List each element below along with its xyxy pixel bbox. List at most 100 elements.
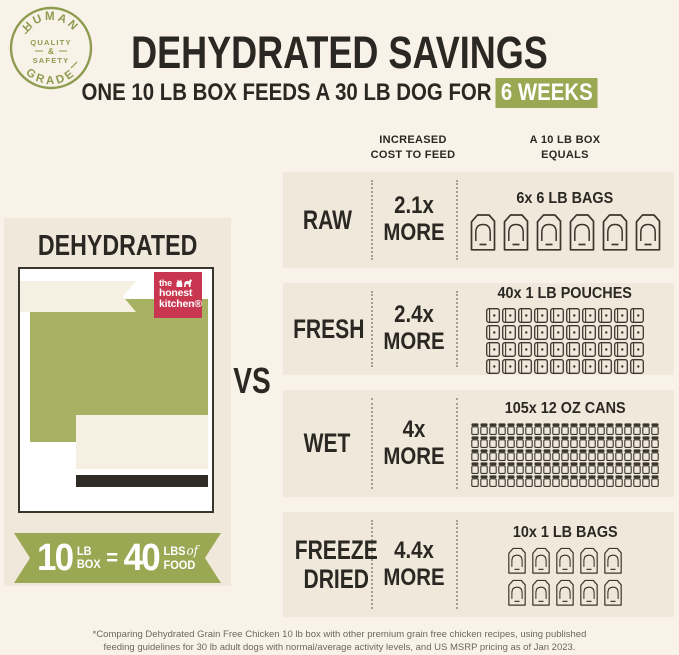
pouch-icon	[550, 359, 564, 374]
pouch-icon	[550, 325, 564, 340]
can-icon	[588, 462, 596, 474]
bag-icon	[507, 547, 527, 574]
pouch-icon	[630, 325, 644, 340]
can-icon	[507, 449, 515, 461]
bag-icon	[603, 579, 623, 606]
can-icon	[498, 462, 506, 474]
dotted-divider	[371, 398, 373, 489]
can-icon	[561, 475, 569, 487]
pouch-icon	[518, 342, 532, 357]
header: DEHYDRATED SAVINGS ONE 10 LB BOX FEEDS A…	[0, 27, 679, 108]
logo-word-kitchen: kitchen®	[159, 297, 202, 310]
pouch-icon	[582, 359, 596, 374]
bag-icon	[469, 213, 497, 251]
pouch-icon	[582, 342, 596, 357]
can-icon	[570, 449, 578, 461]
box-art-green-column	[30, 415, 80, 442]
pouch-icon	[614, 359, 628, 374]
can-icon	[606, 423, 614, 435]
row-equals: 6x 6 LB BAGS	[456, 190, 674, 251]
bag-icon	[531, 579, 551, 606]
can-icon	[489, 436, 497, 448]
bag-icon	[603, 547, 623, 574]
bag-icon	[601, 213, 629, 251]
pouch-icon	[486, 342, 500, 357]
can-icon	[480, 436, 488, 448]
vs-label: VS	[233, 360, 271, 401]
can-icon	[498, 436, 506, 448]
can-icon	[471, 475, 479, 487]
can-icon	[588, 423, 596, 435]
pouch-icon	[502, 342, 516, 357]
cat-dog-icon	[176, 279, 192, 287]
bag-icon	[568, 213, 596, 251]
can-icon	[624, 475, 632, 487]
ribbon-unit-lb: LB	[76, 544, 92, 559]
pouch-icon	[534, 359, 548, 374]
box-art-cream-panel	[76, 415, 208, 469]
equals-caption: 40x 1 LB POUCHES	[497, 284, 633, 302]
pouch-icon	[534, 325, 548, 340]
can-icon	[561, 436, 569, 448]
honest-kitchen-logo: the honest kitchen®	[154, 272, 202, 318]
can-icon	[579, 475, 587, 487]
pouch-icon	[598, 359, 612, 374]
human-grade-badge: HUMAN GRADE QUALITY & SAFETY	[9, 6, 93, 90]
can-icon	[471, 423, 479, 435]
row-cost: 2.1x MORE	[382, 192, 445, 246]
pouch-icon	[486, 359, 500, 374]
can-icon	[606, 449, 614, 461]
page-title: DEHYDRATED SAVINGS	[131, 27, 548, 78]
can-icon	[651, 462, 659, 474]
can-icon	[516, 475, 524, 487]
can-icon	[543, 462, 551, 474]
can-icon	[615, 423, 623, 435]
can-icon	[633, 462, 641, 474]
can-icon	[525, 449, 533, 461]
pouch-icon	[518, 325, 532, 340]
row-cost: 4x MORE	[382, 415, 445, 470]
can-icon	[633, 475, 641, 487]
footnote: *Comparing Dehydrated Grain Free Chicken…	[92, 629, 587, 654]
can-icon	[507, 423, 515, 435]
can-icon	[651, 436, 659, 448]
can-icon	[480, 462, 488, 474]
can-icon	[579, 462, 587, 474]
dotted-divider	[456, 398, 458, 489]
table-row-raw: RAW 2.1x MORE 6x 6 LB BAGS	[283, 172, 674, 268]
bag-icon	[502, 213, 530, 251]
pouch-icon	[502, 308, 516, 323]
logo-word-the: the	[159, 278, 172, 289]
can-icon	[624, 436, 632, 448]
can-icon	[579, 436, 587, 448]
pouch-icon	[598, 325, 612, 340]
row-label: FREEZE DRIED	[294, 535, 378, 594]
column-header-equals: A 10 LB BOX EQUALS	[529, 134, 601, 161]
ribbon-qty-10: 10	[36, 536, 73, 579]
pouch-icon	[598, 342, 612, 357]
can-icon	[534, 462, 542, 474]
can-icon	[534, 449, 542, 461]
badge-circle	[9, 6, 93, 90]
pouch-icon	[502, 325, 516, 340]
column-header-cost: INCREASED COST TO FEED	[370, 134, 456, 161]
can-icon	[552, 475, 560, 487]
pouch-icon	[502, 359, 516, 374]
dotted-divider	[371, 520, 373, 609]
bag-icon	[535, 213, 563, 251]
can-icon	[615, 436, 623, 448]
dehydrated-title: DEHYDRATED	[37, 230, 198, 262]
can-icon	[543, 423, 551, 435]
can-icon	[642, 436, 650, 448]
bag-icon	[531, 547, 551, 574]
row-label: WET	[303, 428, 351, 459]
can-icon	[570, 423, 578, 435]
can-icon	[525, 436, 533, 448]
can-icon	[633, 436, 641, 448]
can-icon	[516, 462, 524, 474]
can-icon	[597, 462, 605, 474]
can-icon	[498, 423, 506, 435]
can-icon	[615, 475, 623, 487]
can-icon	[543, 475, 551, 487]
